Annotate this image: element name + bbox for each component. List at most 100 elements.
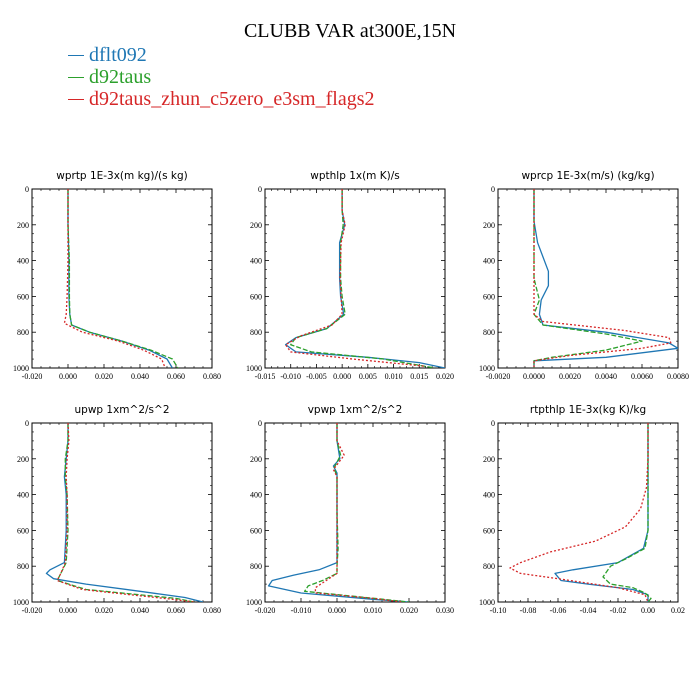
y-tick-label: 200 <box>250 221 262 230</box>
legend-swatch-2 <box>68 76 84 78</box>
x-tick-label: 0.080 <box>203 372 221 381</box>
panel-3-frame <box>497 188 679 369</box>
series-line-2 <box>290 189 435 368</box>
y-tick-label: 600 <box>483 292 495 301</box>
y-tick-label: 400 <box>250 491 262 500</box>
y-tick-label: 200 <box>483 455 495 464</box>
y-tick-label: 800 <box>17 562 29 571</box>
chart-title: CLUBB VAR at300E,15N <box>243 20 457 42</box>
x-tick-label: 0.02 <box>671 606 685 615</box>
y-tick-label: 600 <box>17 526 29 535</box>
x-tick-label: 0.0080 <box>667 372 689 381</box>
x-tick-label: -0.06 <box>550 606 567 615</box>
y-tick-label: 600 <box>483 526 495 535</box>
panel-3: wprcp 1E-3x(m/s) (kg/kg) -0.0020 0.0000 0.0… <box>479 170 689 381</box>
panel-3-title: wprcp 1E-3x(m/s) (kg/kg) <box>521 170 654 182</box>
series-line-3 <box>533 189 672 368</box>
x-tick-label: -0.10 <box>490 606 507 615</box>
y-tick-label: 0 <box>491 185 495 194</box>
y-tick-label: 1000 <box>13 598 29 607</box>
panel-6-frame <box>497 422 679 603</box>
y-tick-label: 0 <box>491 419 495 428</box>
series-line-3 <box>509 423 649 602</box>
y-tick-label: 1000 <box>479 598 495 607</box>
y-tick-label: 400 <box>17 491 29 500</box>
series-line-3 <box>284 189 425 367</box>
panel-6-title: rtpthlp 1E-3x(kg K)/kg <box>530 404 646 416</box>
panel-1: wprtp 1E-3x(m kg)/(s kg) -0.020 0.000 0.020… <box>13 170 221 381</box>
series-line-3 <box>56 423 195 602</box>
y-tick-label: 800 <box>250 562 262 571</box>
series-line-2 <box>303 423 410 602</box>
series-line-1 <box>533 189 678 368</box>
x-tick-label: -0.010 <box>280 372 301 381</box>
x-tick-label: 0.060 <box>167 372 185 381</box>
y-tick-label: 1000 <box>479 364 495 373</box>
legend-label-3: d92taus_zhun_c5zero_e3sm_flags2 <box>89 88 375 110</box>
x-tick-label: -0.020 <box>22 372 43 381</box>
y-tick-label: 200 <box>483 221 495 230</box>
x-tick-label: -0.020 <box>22 606 43 615</box>
x-tick-label: 0.005 <box>359 372 377 381</box>
y-tick-label: 0 <box>258 419 262 428</box>
y-tick-label: 0 <box>258 185 262 194</box>
y-tick-label: 800 <box>483 562 495 571</box>
x-tick-label: 0.015 <box>410 372 428 381</box>
panel-1-title: wprtp 1E-3x(m kg)/(s kg) <box>56 170 187 182</box>
y-tick-label: 400 <box>250 257 262 266</box>
x-tick-label: 0.0040 <box>595 372 617 381</box>
y-tick-label: 1000 <box>13 364 29 373</box>
series-line-2 <box>602 423 652 602</box>
legend-label-1: dflt092 <box>89 44 147 66</box>
legend-swatch-3 <box>68 98 84 100</box>
y-tick-label: 400 <box>483 491 495 500</box>
x-tick-label: 0.020 <box>95 372 113 381</box>
y-tick-label: 200 <box>17 221 29 230</box>
y-tick-label: 800 <box>250 328 262 337</box>
x-tick-label: 0.020 <box>436 372 454 381</box>
series-line-1 <box>267 423 410 602</box>
panel-5-title: vpwp 1xm^2/s^2 <box>308 404 403 416</box>
y-tick-label: 1000 <box>246 598 262 607</box>
panel-2-title: wpthlp 1x(m K)/s <box>310 170 400 182</box>
y-tick-label: 200 <box>17 455 29 464</box>
series-line-2 <box>67 189 179 368</box>
y-tick-label: 800 <box>483 328 495 337</box>
panel-4: upwp 1xm^2/s^2 -0.020 0.000 0.020 0.040 0.060… <box>13 404 221 615</box>
panel-2: wpthlp 1x(m K)/s -0.015 -0.010 -0.005 0.000 0… <box>246 170 454 381</box>
x-tick-label: 0.030 <box>436 606 454 615</box>
y-tick-label: 600 <box>17 292 29 301</box>
x-tick-label: 0.000 <box>333 372 351 381</box>
y-tick-label: 600 <box>250 526 262 535</box>
x-tick-label: 0.080 <box>203 606 221 615</box>
y-tick-label: 1000 <box>246 364 262 373</box>
x-tick-label: 0.060 <box>167 606 185 615</box>
series-line-1 <box>45 423 204 602</box>
x-tick-label: -0.04 <box>580 606 597 615</box>
x-tick-label: -0.005 <box>306 372 327 381</box>
series-line-1 <box>554 423 649 602</box>
panel-4-title: upwp 1xm^2/s^2 <box>75 404 170 416</box>
series-line-1 <box>284 189 445 368</box>
x-tick-label: 0.010 <box>385 372 403 381</box>
y-tick-label: 0 <box>25 185 29 194</box>
series-line-3 <box>314 423 402 602</box>
y-tick-label: 600 <box>250 292 262 301</box>
x-tick-label: -0.02 <box>610 606 627 615</box>
x-tick-label: 0.020 <box>95 606 113 615</box>
x-tick-label: -0.015 <box>255 372 276 381</box>
legend-entry-2: d92taus <box>68 66 374 88</box>
legend-entry-1: dflt092 <box>68 44 374 66</box>
x-tick-label: 0.000 <box>59 606 77 615</box>
x-tick-label: 0.0060 <box>631 372 653 381</box>
y-tick-label: 200 <box>250 455 262 464</box>
x-tick-label: 0.0000 <box>523 372 545 381</box>
x-tick-label: 0.020 <box>400 606 418 615</box>
legend-swatch-1 <box>68 54 84 56</box>
x-tick-label: 0.010 <box>364 606 382 615</box>
y-tick-label: 800 <box>17 328 29 337</box>
y-tick-label: 400 <box>17 257 29 266</box>
x-tick-label: -0.010 <box>291 606 312 615</box>
y-tick-label: 0 <box>25 419 29 428</box>
